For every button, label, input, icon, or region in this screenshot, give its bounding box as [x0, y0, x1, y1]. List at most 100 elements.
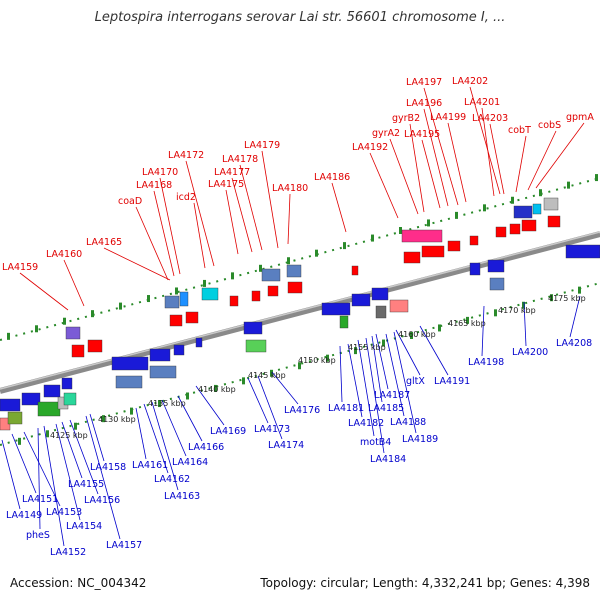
- tick-mark: [382, 339, 385, 347]
- reverse-gene-label: LA4184: [370, 454, 406, 465]
- gene-feature: [63, 392, 77, 406]
- tick-mark: [259, 264, 262, 272]
- gene-feature: [351, 265, 359, 276]
- forward-gene-label: LA4170: [142, 167, 178, 178]
- forward-gene-label: LA4165: [86, 237, 122, 248]
- tick-mark: [270, 369, 273, 377]
- scale-label: 4145 kbp: [248, 371, 286, 380]
- tick-mark: [567, 181, 570, 189]
- reverse-gene-label: LA4164: [172, 457, 208, 468]
- gene-feature: [469, 235, 479, 246]
- scale-ticks: [7, 174, 598, 445]
- gene-feature: [565, 244, 600, 259]
- forward-gene-label: LA4186: [314, 172, 350, 183]
- tick-mark: [63, 317, 66, 325]
- gene-feature: [351, 293, 371, 307]
- tick-mark: [74, 422, 77, 430]
- reverse-gene-label: LA4158: [90, 462, 126, 473]
- gene-feature: [513, 205, 533, 219]
- reverse-gene-label: LA4173: [254, 424, 290, 435]
- scale-label: 4140 kbp: [198, 385, 236, 394]
- gene-features: [0, 197, 600, 431]
- tick-mark: [511, 196, 514, 204]
- tick-mark: [371, 234, 374, 242]
- gene-feature: [487, 259, 505, 273]
- scale-label: 4170 kbp: [498, 306, 536, 315]
- gene-feature: [7, 411, 23, 425]
- forward-gene-label: LA4160: [46, 249, 82, 260]
- gene-feature: [185, 311, 199, 324]
- tick-mark: [35, 325, 38, 333]
- gene-feature: [61, 377, 73, 390]
- gene-feature: [421, 245, 445, 258]
- tick-mark: [7, 332, 10, 340]
- forward-gene-label: LA4168: [136, 180, 172, 191]
- reverse-gene-label: LA4181: [328, 403, 364, 414]
- tick-mark: [399, 227, 402, 234]
- gene-feature: [469, 262, 481, 276]
- tick-mark: [539, 189, 542, 197]
- tick-mark: [595, 174, 598, 182]
- tick-mark: [298, 362, 301, 370]
- gene-feature: [509, 223, 521, 235]
- forward-gene-label: LA4199: [430, 112, 466, 123]
- tick-mark: [130, 407, 133, 415]
- forward-gene-label: cobS: [538, 120, 561, 131]
- reverse-gene-label: LA4189: [402, 434, 438, 445]
- gene-feature: [245, 339, 267, 353]
- forward-gene-label: coaD: [118, 196, 142, 207]
- gene-feature: [339, 315, 349, 329]
- tick-mark: [455, 211, 458, 219]
- tick-mark: [18, 437, 21, 445]
- tick-mark: [550, 294, 553, 302]
- gene-feature: [287, 281, 303, 294]
- scale-label: 4175 kbp: [548, 294, 586, 303]
- tick-mark: [326, 354, 329, 362]
- gene-feature: [286, 264, 302, 278]
- forward-gene-label: LA4203: [472, 113, 508, 124]
- reverse-gene-label: LA4154: [66, 521, 102, 532]
- gene-feature: [403, 251, 421, 264]
- reverse-gene-label: LA4155: [68, 479, 104, 490]
- reverse-gene-label: LA4174: [268, 440, 304, 451]
- gene-feature: [195, 337, 203, 348]
- gene-feature: [267, 285, 279, 297]
- gene-feature: [37, 401, 61, 417]
- tick-mark: [214, 384, 217, 392]
- forward-gene-label: LA4202: [452, 76, 488, 87]
- gene-feature: [21, 392, 41, 406]
- gene-feature: [115, 375, 143, 389]
- gene-feature: [0, 398, 21, 412]
- reverse-gene-label: LA4163: [164, 491, 200, 502]
- forward-gene-label: icd2: [176, 192, 196, 203]
- tick-mark: [494, 309, 497, 317]
- reverse-gene-label: LA4187: [374, 390, 410, 401]
- gene-feature: [543, 197, 559, 211]
- gene-feature: [447, 240, 461, 252]
- reverse-gene-label: LA4169: [210, 426, 246, 437]
- tick-mark: [410, 332, 413, 339]
- tick-mark: [522, 301, 525, 309]
- gene-feature: [173, 344, 185, 356]
- tick-mark: [315, 249, 318, 257]
- gene-feature: [71, 344, 85, 358]
- reverse-gene-label: LA4176: [284, 405, 320, 416]
- tick-mark: [203, 279, 206, 287]
- map-title: Leptospira interrogans serovar Lai str. …: [94, 10, 506, 25]
- accession-text: Accession: NC_004342: [10, 576, 147, 590]
- tick-mark: [242, 377, 245, 385]
- gene-feature: [521, 219, 537, 232]
- forward-gene-label: LA4201: [464, 97, 500, 108]
- label-leaders: [1, 86, 585, 547]
- reverse-gene-label: LA4208: [556, 338, 592, 349]
- scale-label: 4165 kbp: [448, 319, 486, 328]
- gene-feature: [489, 277, 505, 291]
- tick-mark: [175, 287, 178, 295]
- tick-mark: [427, 219, 430, 227]
- gene-feature: [111, 356, 149, 371]
- gene-feature: [164, 295, 180, 309]
- forward-gene-label: LA4179: [244, 140, 280, 151]
- reverse-gene-label: LA4162: [154, 474, 190, 485]
- gene-feature: [495, 226, 507, 238]
- tick-mark: [287, 257, 290, 265]
